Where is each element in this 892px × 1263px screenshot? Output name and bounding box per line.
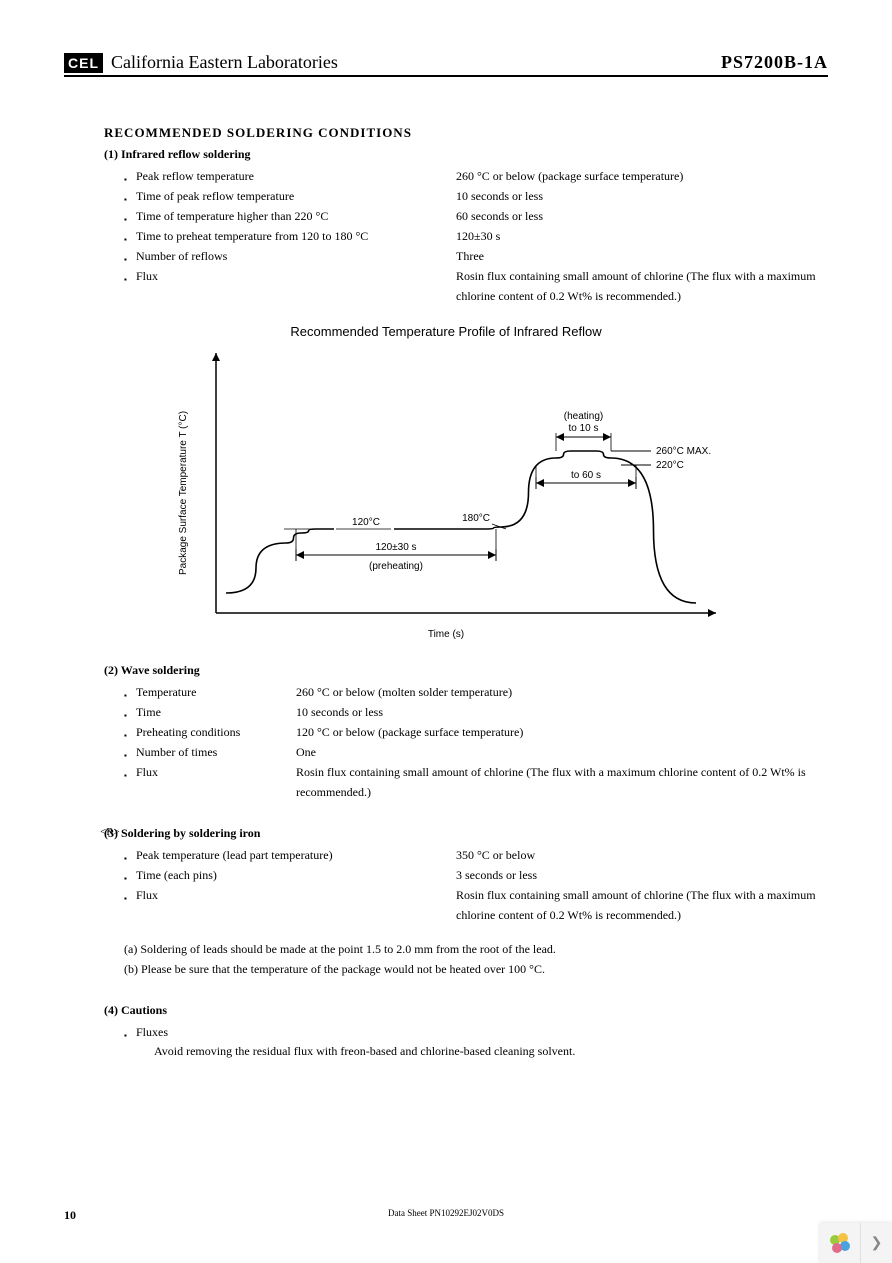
spec-value: 350 °C or below — [456, 845, 828, 865]
spec-label: Flux — [136, 885, 456, 925]
cautions-text: Avoid removing the residual flux with fr… — [154, 1044, 828, 1059]
page-footer: 10 Data Sheet PN10292EJ02V0DS — [64, 1208, 828, 1223]
iron-title: (3) Soldering by soldering iron — [104, 826, 828, 841]
svg-text:120±30 s: 120±30 s — [375, 542, 416, 553]
wave-list: Temperature260 °C or below (molten solde… — [124, 682, 828, 802]
svg-text:120°C: 120°C — [352, 517, 380, 528]
spec-value: 260 °C or below (package surface tempera… — [456, 166, 828, 186]
spec-value: 10 seconds or less — [296, 702, 828, 722]
list-item: Number of timesOne — [124, 742, 828, 762]
spec-label: Time — [136, 702, 296, 722]
list-item: Number of reflowsThree — [124, 246, 828, 266]
spec-label: Temperature — [136, 682, 296, 702]
spec-value: Rosin flux containing small amount of ch… — [296, 762, 828, 802]
spec-value: 3 seconds or less — [456, 865, 828, 885]
widget-logo-icon — [820, 1223, 860, 1263]
list-item: Preheating conditions120 °C or below (pa… — [124, 722, 828, 742]
list-item: Time (each pins)3 seconds or less — [124, 865, 828, 885]
list-item: Time of peak reflow temperature10 second… — [124, 186, 828, 206]
wave-title: (2) Wave soldering — [104, 663, 828, 678]
spec-label: Peak reflow temperature — [136, 166, 456, 186]
iron-list: Peak temperature (lead part temperature)… — [124, 845, 828, 925]
datasheet-ref: Data Sheet PN10292EJ02V0DS — [388, 1208, 504, 1218]
spec-label: Preheating conditions — [136, 722, 296, 742]
logo-block: CEL California Eastern Laboratories — [64, 52, 338, 73]
note-line: (b) Please be sure that the temperature … — [124, 959, 828, 979]
spec-value: Rosin flux containing small amount of ch… — [456, 266, 828, 306]
spec-label: Number of times — [136, 742, 296, 762]
infrared-title: (1) Infrared reflow soldering — [104, 147, 828, 162]
cautions-title: (4) Cautions — [104, 1003, 828, 1018]
corner-widget[interactable]: ❯ — [820, 1223, 892, 1263]
svg-text:Package Surface Temperature T: Package Surface Temperature T (°C) — [178, 411, 189, 575]
list-item: Peak reflow temperature260 °C or below (… — [124, 166, 828, 186]
spec-label: Peak temperature (lead part temperature) — [136, 845, 456, 865]
reflow-chart: Package Surface Temperature T (°C) Time (… — [64, 343, 828, 643]
page-header: CEL California Eastern Laboratories PS72… — [64, 52, 828, 77]
spec-value: Rosin flux containing small amount of ch… — [456, 885, 828, 925]
cel-logo: CEL — [64, 53, 103, 73]
list-item: Time of temperature higher than 220 °C60… — [124, 206, 828, 226]
spec-value: One — [296, 742, 828, 762]
spec-label: Number of reflows — [136, 246, 456, 266]
list-item: Time10 seconds or less — [124, 702, 828, 722]
page-number: 10 — [64, 1208, 76, 1223]
revision-mark: <R> — [100, 826, 120, 838]
spec-label: Flux — [136, 266, 456, 306]
company-name: California Eastern Laboratories — [111, 52, 338, 73]
chart-title: Recommended Temperature Profile of Infra… — [64, 324, 828, 339]
svg-text:to 10 s: to 10 s — [568, 423, 598, 434]
spec-value: Three — [456, 246, 828, 266]
chevron-right-icon[interactable]: ❯ — [860, 1223, 892, 1263]
svg-text:to 60 s: to 60 s — [571, 470, 601, 481]
svg-text:260°C MAX.: 260°C MAX. — [656, 446, 711, 457]
note-line: (a) Soldering of leads should be made at… — [124, 939, 828, 959]
list-item: Temperature260 °C or below (molten solde… — [124, 682, 828, 702]
svg-text:180°C: 180°C — [462, 513, 490, 524]
spec-label: Flux — [136, 762, 296, 802]
svg-text:(heating): (heating) — [564, 411, 603, 422]
list-item: Fluxes — [124, 1022, 828, 1042]
infrared-list: Peak reflow temperature260 °C or below (… — [124, 166, 828, 306]
section-title: RECOMMENDED SOLDERING CONDITIONS — [104, 125, 828, 141]
svg-text:220°C: 220°C — [656, 460, 684, 471]
list-item: Peak temperature (lead part temperature)… — [124, 845, 828, 865]
spec-value: 10 seconds or less — [456, 186, 828, 206]
svg-text:Time (s): Time (s) — [428, 629, 464, 640]
list-item: FluxRosin flux containing small amount o… — [124, 762, 828, 802]
part-number: PS7200B-1A — [721, 52, 828, 73]
spec-label: Time to preheat temperature from 120 to … — [136, 226, 456, 246]
spec-label: Time of temperature higher than 220 °C — [136, 206, 456, 226]
iron-notes: (a) Soldering of leads should be made at… — [124, 939, 828, 979]
cautions-list: Fluxes — [124, 1022, 828, 1042]
spec-value: 260 °C or below (molten solder temperatu… — [296, 682, 828, 702]
list-item: FluxRosin flux containing small amount o… — [124, 885, 828, 925]
svg-text:(preheating): (preheating) — [369, 561, 423, 572]
spec-value: 60 seconds or less — [456, 206, 828, 226]
spec-label: Time of peak reflow temperature — [136, 186, 456, 206]
spec-value: 120 °C or below (package surface tempera… — [296, 722, 828, 742]
list-item: FluxRosin flux containing small amount o… — [124, 266, 828, 306]
list-item: Time to preheat temperature from 120 to … — [124, 226, 828, 246]
spec-value: 120±30 s — [456, 226, 828, 246]
spec-label: Time (each pins) — [136, 865, 456, 885]
